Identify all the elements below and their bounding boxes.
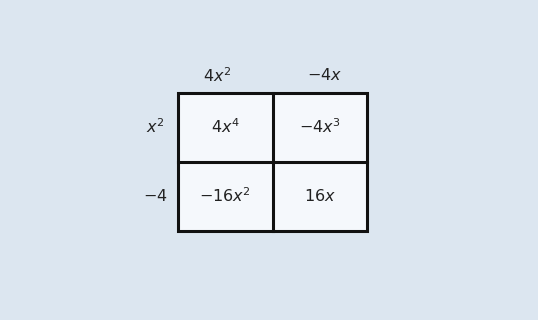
- Text: $4x^2$: $4x^2$: [203, 66, 231, 85]
- Bar: [178, 162, 273, 231]
- Text: $-4x^3$: $-4x^3$: [299, 118, 341, 136]
- Text: $x^2$: $x^2$: [145, 118, 164, 136]
- Text: $-16x^2$: $-16x^2$: [199, 187, 251, 205]
- Text: $-4x$: $-4x$: [307, 67, 342, 83]
- Text: $16x$: $16x$: [304, 188, 336, 204]
- Text: $-4$: $-4$: [143, 188, 167, 204]
- Bar: [178, 92, 367, 231]
- Bar: [178, 92, 273, 162]
- Bar: [273, 162, 367, 231]
- Bar: [273, 92, 367, 162]
- Text: $4x^4$: $4x^4$: [211, 118, 239, 136]
